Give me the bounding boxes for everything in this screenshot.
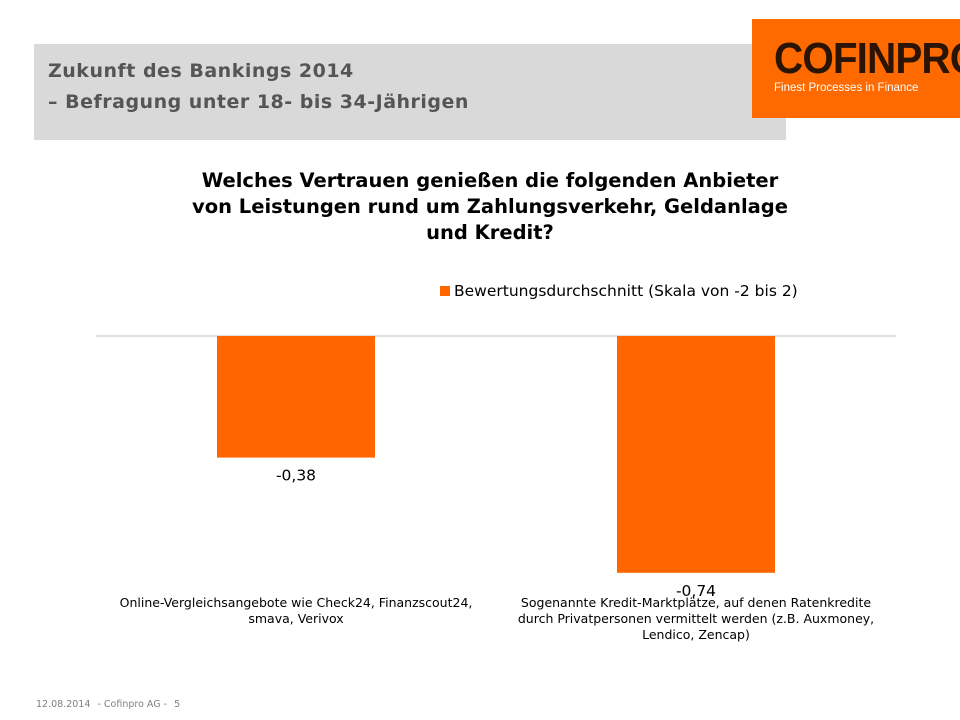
category-label-2-line-2: durch Privatpersonen vermittelt werden (… (517, 611, 875, 626)
bar-2 (617, 336, 775, 573)
category-label-2: Sogenannte Kredit-Marktplätze, auf denen… (496, 595, 896, 643)
category-label-1: Online-Vergleichsangebote wie Check24, F… (96, 595, 496, 627)
category-label-2-line-1: Sogenannte Kredit-Marktplätze, auf denen… (520, 595, 872, 610)
chart-title: Welches Vertrauen genießen die folgenden… (130, 168, 850, 246)
chart-title-line-1: Welches Vertrauen genießen die folgenden… (201, 169, 779, 192)
footer: 12.08.2014 - Cofinpro AG - 5 (36, 699, 184, 710)
footer-company: - Cofinpro AG - (97, 699, 168, 710)
page-subtitle: – Befragung unter 18- bis 34-Jährigen (48, 91, 469, 113)
category-label-1-line-1: Online-Vergleichsangebote wie Check24, F… (119, 595, 473, 610)
data-label-2: -0,74 (676, 582, 716, 600)
logo-tagline: Finest Processes in Finance (774, 82, 919, 94)
cofinpro-logo: COFINPRO Finest Processes in Finance (752, 19, 960, 118)
data-label-1: -0,38 (276, 467, 316, 485)
header-band (34, 44, 786, 140)
chart-title-line-2: von Leistungen rund um Zahlungsverkehr, … (192, 195, 788, 218)
bar-1 (217, 336, 375, 458)
chart-title-line-3: und Kredit? (426, 221, 554, 244)
logo-name: COFINPRO (774, 34, 960, 83)
category-label-1-line-2: smava, Verivox (248, 611, 344, 626)
footer-page-number: 5 (174, 699, 181, 710)
page-title: Zukunft des Bankings 2014 (48, 60, 354, 82)
category-label-2-line-3: Lendico, Zencap) (642, 627, 750, 642)
legend-label: Bewertungsdurchschnitt (Skala von -2 bis… (454, 282, 798, 300)
footer-date: 12.08.2014 (36, 699, 91, 710)
legend-swatch (440, 286, 450, 296)
